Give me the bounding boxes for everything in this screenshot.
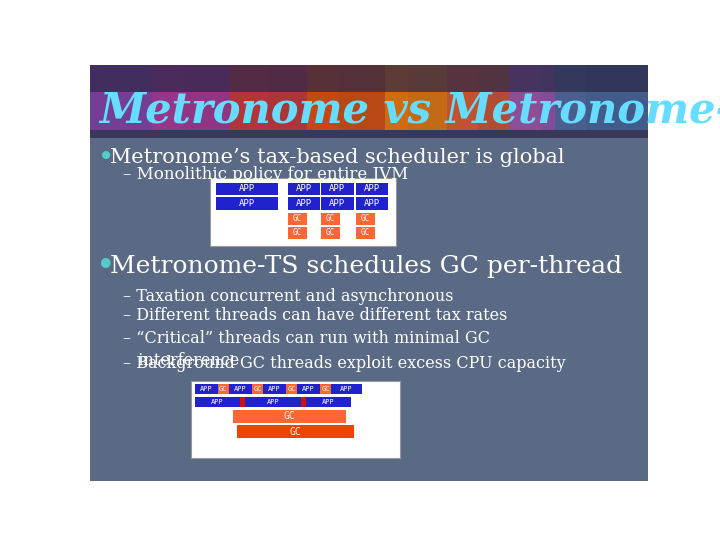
Bar xyxy=(297,383,320,394)
Text: GC: GC xyxy=(292,214,302,224)
Text: APP: APP xyxy=(200,386,212,392)
Text: APP: APP xyxy=(329,184,346,193)
Text: APP: APP xyxy=(296,184,312,193)
Text: APP: APP xyxy=(234,386,247,392)
Bar xyxy=(356,183,388,195)
Bar xyxy=(230,65,338,130)
Bar xyxy=(356,226,375,239)
Bar xyxy=(331,383,362,394)
Bar xyxy=(356,213,375,225)
Text: APP: APP xyxy=(329,199,346,208)
Bar xyxy=(191,381,400,457)
Bar xyxy=(287,197,320,210)
Text: APP: APP xyxy=(211,399,223,405)
Text: GC: GC xyxy=(361,228,370,237)
Bar xyxy=(218,383,229,394)
Text: Metronome’s tax-based scheduler is global: Metronome’s tax-based scheduler is globa… xyxy=(110,148,564,167)
Text: GC: GC xyxy=(287,386,296,392)
Bar xyxy=(321,213,341,225)
Bar xyxy=(321,226,341,239)
Text: APP: APP xyxy=(323,399,335,405)
Bar xyxy=(446,65,539,130)
Text: Metronome-TS schedules GC per-thread: Metronome-TS schedules GC per-thread xyxy=(110,255,622,278)
Text: GC: GC xyxy=(321,386,330,392)
Text: GC: GC xyxy=(219,386,228,392)
Bar xyxy=(90,65,183,130)
Text: •: • xyxy=(98,143,114,171)
Bar xyxy=(263,383,286,394)
Bar xyxy=(321,183,354,195)
Text: GC: GC xyxy=(325,214,335,224)
Text: GC: GC xyxy=(284,411,295,421)
Bar xyxy=(194,383,218,394)
Bar xyxy=(287,213,307,225)
Text: APP: APP xyxy=(239,184,256,193)
Bar xyxy=(301,397,306,408)
Text: – Different threads can have different tax rates: – Different threads can have different t… xyxy=(122,307,507,325)
Text: APP: APP xyxy=(364,199,380,208)
Text: GC: GC xyxy=(289,427,301,437)
Bar xyxy=(307,65,408,130)
Text: APP: APP xyxy=(296,199,312,208)
Bar xyxy=(238,425,354,438)
Text: APP: APP xyxy=(268,386,281,392)
Text: APP: APP xyxy=(239,199,256,208)
Bar xyxy=(287,183,320,195)
Bar xyxy=(306,397,351,408)
Text: GC: GC xyxy=(361,214,370,224)
Bar xyxy=(555,65,648,130)
Text: GC: GC xyxy=(325,228,335,237)
Bar xyxy=(321,197,354,210)
Bar xyxy=(286,383,297,394)
Text: APP: APP xyxy=(340,386,353,392)
Bar xyxy=(194,397,240,408)
Bar xyxy=(152,65,269,130)
Bar xyxy=(384,65,477,130)
Text: APP: APP xyxy=(364,184,380,193)
Bar xyxy=(245,397,301,408)
Bar xyxy=(90,65,648,92)
Bar xyxy=(216,183,279,195)
Text: – “Critical” threads can run with minimal GC
   interference: – “Critical” threads can run with minima… xyxy=(122,330,490,369)
Text: APP: APP xyxy=(266,399,279,405)
Bar xyxy=(287,226,307,239)
Text: – Monolithic policy for entire JVM: – Monolithic policy for entire JVM xyxy=(122,166,408,183)
Bar xyxy=(229,383,252,394)
Bar xyxy=(252,383,263,394)
Text: APP: APP xyxy=(302,386,315,392)
Text: GC: GC xyxy=(253,386,261,392)
Bar xyxy=(320,383,331,394)
Bar xyxy=(90,65,648,138)
Bar xyxy=(210,178,396,246)
Bar xyxy=(240,397,245,408)
Text: – Background GC threads exploit excess CPU capacity: – Background GC threads exploit excess C… xyxy=(122,355,565,372)
Text: GC: GC xyxy=(292,228,302,237)
Bar xyxy=(233,410,346,423)
Bar xyxy=(356,197,388,210)
Bar xyxy=(216,197,279,210)
Text: Metronome vs Metronome-TS: Metronome vs Metronome-TS xyxy=(99,90,720,132)
Text: •: • xyxy=(96,250,116,283)
Bar xyxy=(508,65,586,130)
Text: – Taxation concurrent and asynchronous: – Taxation concurrent and asynchronous xyxy=(122,288,453,305)
